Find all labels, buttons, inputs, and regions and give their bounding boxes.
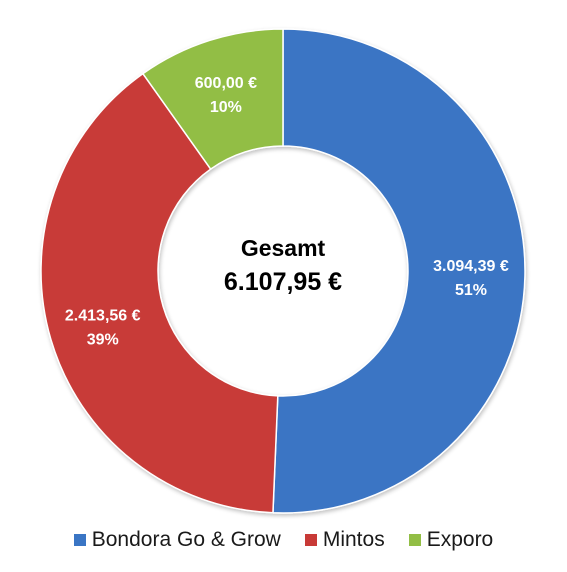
- donut-slices: [40, 28, 526, 514]
- legend-item-exporo: Exporo: [408, 528, 494, 552]
- slice-percent-label-exporo: 10%: [210, 99, 242, 116]
- center-total-value: 6.107,95 €: [224, 268, 342, 296]
- legend-label-mintos: Mintos: [322, 528, 385, 551]
- center-title: Gesamt: [241, 235, 326, 261]
- legend-swatch-mintos: [304, 534, 317, 546]
- slice-mintos: [40, 72, 279, 514]
- legend-item-bondora-go-and-grow: Bondora Go & Grow: [73, 528, 281, 552]
- slice-exporo: [141, 28, 284, 171]
- slice-value-label-mintos: 2.413,56 €: [65, 307, 141, 324]
- legend-swatch-exporo: [408, 534, 421, 546]
- slice-percent-label-bondora-go-and-grow: 51%: [455, 282, 487, 299]
- slice-percent-label-mintos: 39%: [87, 331, 119, 348]
- legend-label-exporo: Exporo: [426, 528, 494, 551]
- legend-item-mintos: Mintos: [304, 528, 385, 552]
- legend-swatch-bondora-go-and-grow: [73, 534, 86, 546]
- slice-labels: 3.094,39 € 51% 2.413,56 € 39% 600,00 € 10%: [65, 75, 509, 348]
- slice-value-label-bondora-go-and-grow: 3.094,39 €: [433, 258, 509, 275]
- legend-label-bondora-go-and-grow: Bondora Go & Grow: [91, 528, 281, 551]
- chart-legend: Bondora Go & Grow Mintos Exporo: [0, 524, 567, 556]
- slice-value-label-exporo: 600,00 €: [195, 75, 257, 92]
- slice-bondora-go-and-grow: [272, 28, 526, 514]
